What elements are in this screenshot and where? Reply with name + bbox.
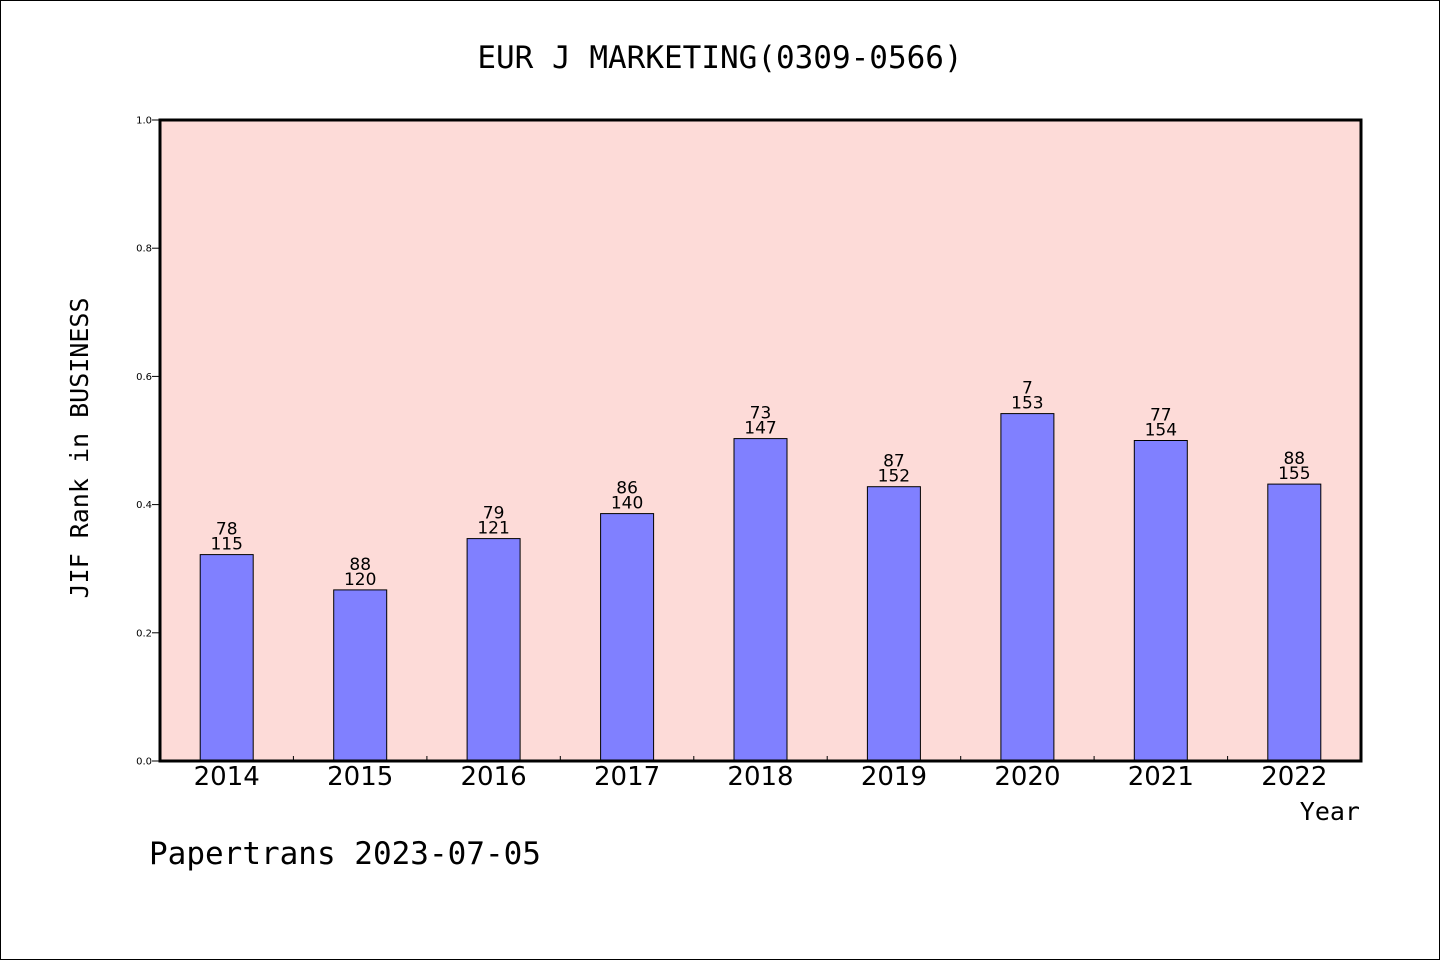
bar-rank-label-2019: 87 [883, 452, 905, 472]
bar-2016 [466, 538, 521, 762]
bars-layer [199, 413, 1322, 762]
y-axis-label: JIF Rank in BUSINESS [65, 297, 94, 598]
chart-title: EUR J MARKETING(0309-0566) [477, 40, 962, 76]
bar-2014 [199, 554, 254, 762]
y-tick-label: 1.0 [136, 116, 152, 127]
x-tick-label-2020: 2020 [994, 762, 1060, 792]
watermark-text: Papertrans 2023-07-05 [149, 836, 541, 872]
y-tick-label: 0.2 [136, 628, 152, 639]
y-tick-label: 0.6 [136, 372, 152, 383]
y-tick-label: 0.0 [136, 757, 152, 768]
bar-total-label-2021: 154 [1145, 421, 1177, 441]
x-axis-label: Year [1300, 797, 1360, 826]
bar-rank-label-2014: 78 [216, 520, 238, 540]
x-tick-label-2016: 2016 [461, 762, 527, 792]
bar-total-label-2016: 121 [477, 519, 509, 539]
axis-ticks-layer: 2014 2015 2016 2017 2018 2019 2020 2021 2022 0.0 0… [136, 116, 1327, 793]
bar-rank-label-2021: 77 [1150, 406, 1172, 426]
y-tick-label: 0.4 [136, 500, 152, 511]
x-tick-label-2015: 2015 [327, 762, 393, 792]
bar-total-label-2018: 147 [744, 419, 776, 439]
bar-total-label-2017: 140 [611, 494, 643, 514]
bar-rank-label-2020: 7 [1022, 379, 1033, 399]
bar-total-label-2014: 115 [210, 535, 242, 555]
x-tick-label-2019: 2019 [861, 762, 927, 792]
bar-rank-label-2022: 88 [1283, 449, 1305, 469]
plot-frame [158, 118, 1363, 763]
bar-labels-layer: 7811588120791218614073147871527153771548… [210, 379, 1310, 590]
x-tick-label-2017: 2017 [594, 762, 660, 792]
x-tick-label-2022: 2022 [1261, 762, 1327, 792]
bar-2017 [600, 513, 655, 762]
x-tick-label-2018: 2018 [727, 762, 793, 792]
bar-rank-label-2016: 79 [483, 504, 505, 524]
bar-total-label-2022: 155 [1278, 464, 1310, 484]
bar-rank-label-2017: 86 [616, 479, 638, 499]
bar-2018 [733, 438, 788, 762]
bar-2019 [866, 486, 921, 762]
bar-rank-label-2018: 73 [750, 404, 772, 424]
bar-2015 [333, 589, 388, 762]
bar-total-label-2020: 153 [1011, 394, 1043, 414]
y-tick-label: 0.8 [136, 244, 152, 255]
bar-2021 [1133, 440, 1188, 762]
bar-2022 [1267, 483, 1322, 762]
bar-rank-label-2015: 88 [349, 555, 371, 575]
x-tick-label-2014: 2014 [194, 762, 260, 792]
bar-total-label-2019: 152 [878, 467, 910, 487]
x-tick-label-2021: 2021 [1128, 762, 1194, 792]
bar-2020 [1000, 413, 1055, 762]
bar-total-label-2015: 120 [344, 570, 376, 590]
